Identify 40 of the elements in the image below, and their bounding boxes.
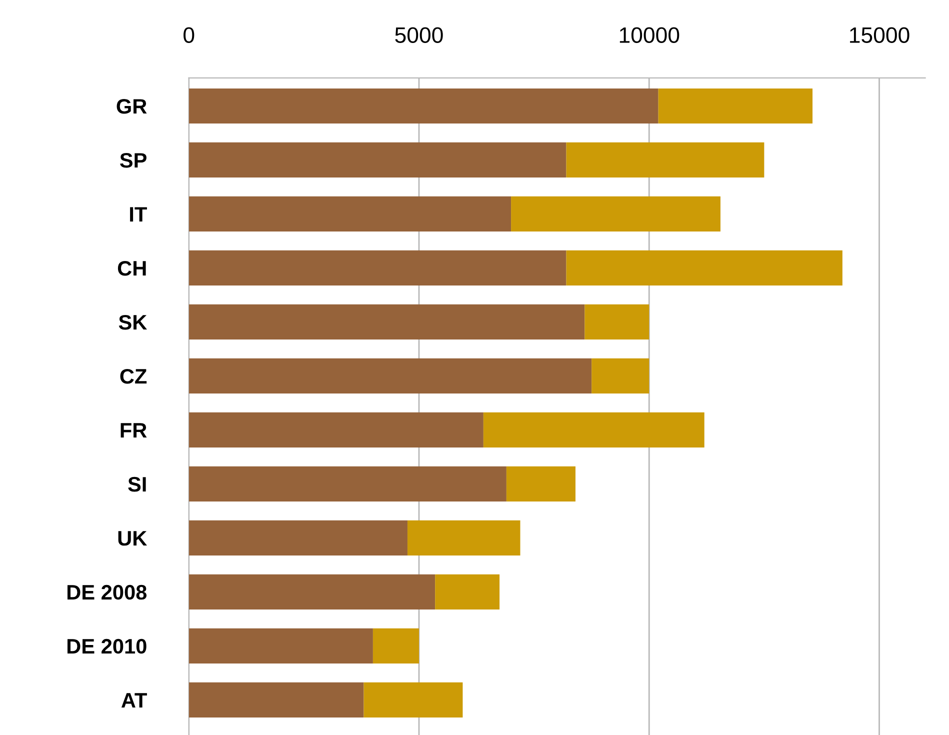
bar [506, 466, 576, 502]
bar [188, 88, 658, 124]
bar [372, 628, 419, 664]
bar [188, 142, 566, 178]
y-tick-label: CH [118, 260, 146, 276]
y-tick-label: SI [128, 476, 146, 492]
bar [188, 466, 506, 502]
x-tick-label: 5000 [395, 27, 443, 43]
bar [566, 250, 842, 286]
y-tick-label: SP [120, 152, 146, 168]
y-tick-label: GR [116, 98, 147, 114]
bar [188, 682, 364, 718]
bar [188, 196, 512, 232]
x-tick-label: 10000 [620, 27, 680, 43]
x-tick-label: 15000 [850, 27, 910, 43]
y-tick-label: AT [121, 693, 147, 708]
bar [188, 412, 484, 448]
y-tick-label: DE 2008 [68, 584, 147, 600]
bar [584, 304, 650, 340]
bar [188, 250, 566, 286]
y-tick-label: UK [118, 531, 147, 546]
bar [188, 574, 436, 610]
bar [188, 304, 585, 340]
y-tick-label: CZ [120, 368, 147, 384]
bar [592, 358, 650, 394]
bar [364, 682, 463, 718]
bar [407, 520, 520, 556]
bar [435, 574, 500, 610]
bar [188, 628, 373, 664]
y-tick-label: FR [120, 423, 147, 438]
bar [511, 196, 720, 232]
bar [188, 358, 592, 394]
bar [188, 520, 408, 556]
y-tick-label: SK [118, 314, 147, 330]
bar [658, 88, 813, 124]
bar [566, 142, 764, 178]
y-tick-label: DE 2010 [68, 638, 146, 654]
bar [483, 412, 704, 448]
x-tick-label: 0 [184, 27, 194, 43]
y-tick-label: IT [130, 207, 147, 222]
